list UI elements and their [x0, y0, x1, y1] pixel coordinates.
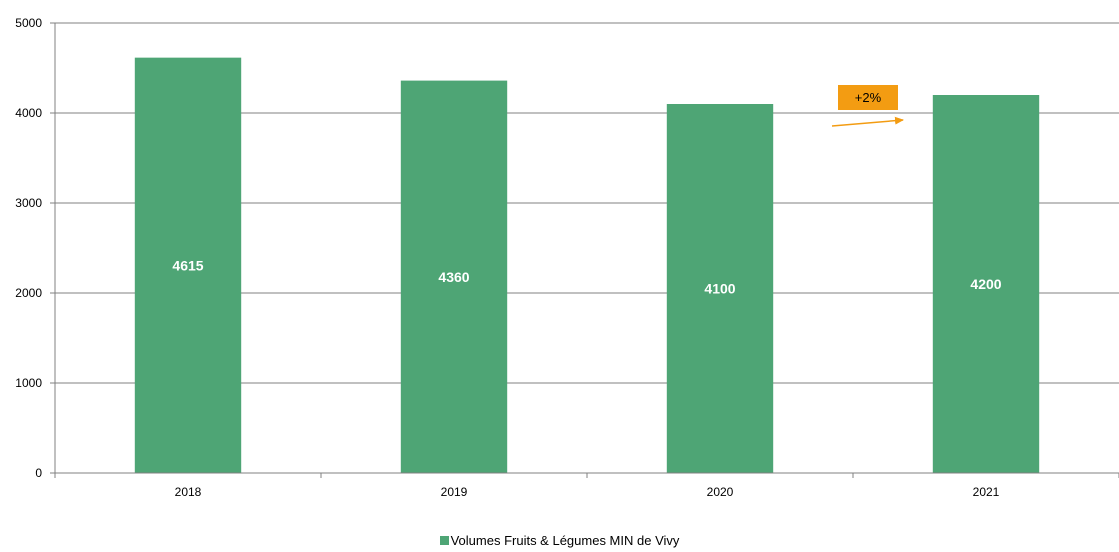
legend-label: Volumes Fruits & Légumes MIN de Vivy — [450, 533, 680, 548]
growth-annotation — [831, 116, 904, 127]
legend: Volumes Fruits & Légumes MIN de Vivy — [0, 533, 1119, 548]
bar-data-label: 4200 — [970, 276, 1001, 292]
y-tick-label: 5000 — [15, 16, 42, 30]
bars: 4615 4360 4100 4200 — [134, 57, 1040, 474]
y-tick-label: 0 — [35, 466, 42, 480]
bar-data-label: 4360 — [438, 269, 469, 285]
x-tick-label: 2021 — [973, 485, 1000, 499]
y-tick-label: 3000 — [15, 196, 42, 210]
y-tick-label: 4000 — [15, 106, 42, 120]
bar-data-label: 4100 — [704, 281, 735, 297]
bar-2020 — [666, 104, 774, 473]
bar-data-label: 4615 — [172, 257, 203, 273]
x-tick-label: 2018 — [175, 485, 202, 499]
bar-2018 — [134, 57, 242, 474]
bar-2021 — [932, 95, 1040, 473]
y-tick-label: 1000 — [15, 376, 42, 390]
growth-annotation-label: +2% — [838, 85, 898, 110]
bar-2019 — [400, 80, 508, 473]
legend-swatch — [439, 536, 449, 545]
y-axis: 0 1000 2000 3000 4000 5000 — [15, 16, 56, 480]
x-tick-label: 2020 — [707, 485, 734, 499]
x-tick-label: 2019 — [441, 485, 468, 499]
x-axis: 2018 2019 2020 2021 — [54, 472, 1119, 499]
y-tick-label: 2000 — [15, 286, 42, 300]
growth-arrow — [831, 116, 904, 127]
